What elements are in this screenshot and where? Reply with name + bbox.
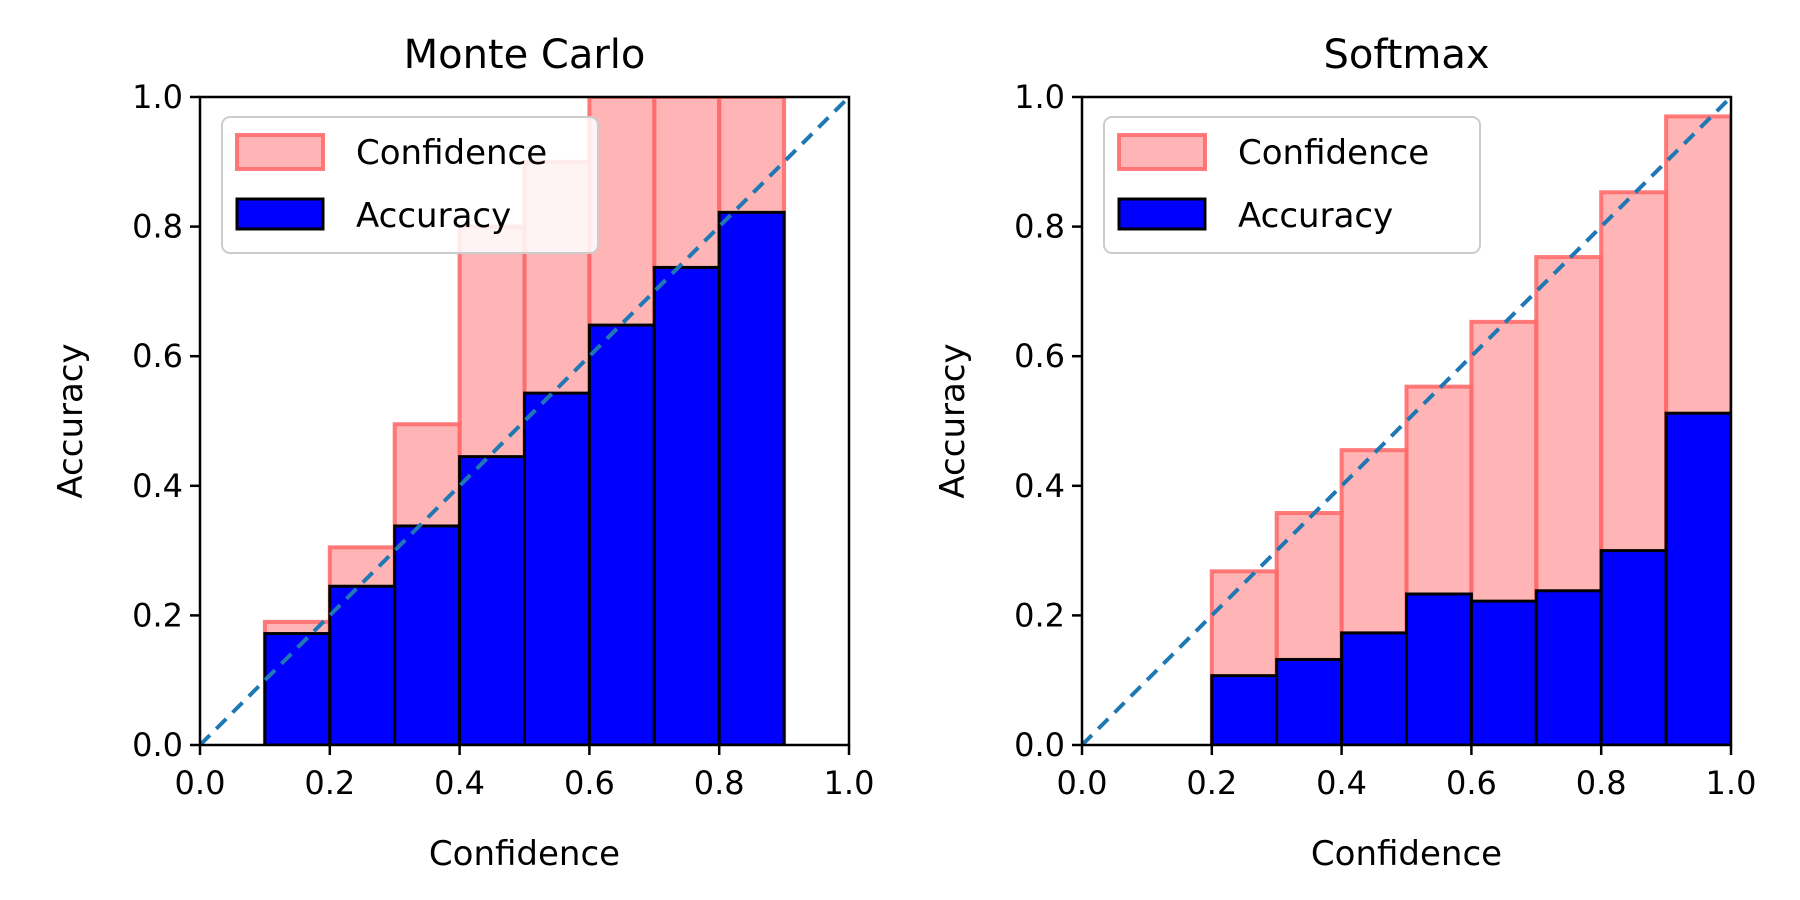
y-tick-label: 0.4	[132, 467, 183, 505]
legend-accuracy-label: Accuracy	[356, 196, 511, 236]
plot-area	[200, 97, 849, 745]
accuracy-bar	[1534, 589, 1603, 745]
accuracy-bar	[328, 584, 397, 745]
x-tick-label: 1.0	[1706, 764, 1757, 802]
y-tick-label: 1.0	[1014, 78, 1065, 116]
axes-frame	[1080, 95, 1733, 747]
x-tick-label: 0.8	[1576, 764, 1627, 802]
x-tick-label: 0.2	[1186, 764, 1237, 802]
x-tick-label: 0.2	[304, 764, 355, 802]
x-tick-label: 0.8	[694, 764, 745, 802]
y-tick-label: 0.4	[1014, 467, 1065, 505]
x-tick-label: 0.6	[564, 764, 615, 802]
y-tick-label: 0.8	[132, 208, 183, 246]
legend-confidence-swatch	[235, 133, 325, 171]
accuracy-bar	[652, 265, 721, 745]
y-tick-label: 0.6	[132, 337, 183, 375]
y-tick-label: 0.0	[1014, 726, 1065, 764]
accuracy-bar	[1599, 549, 1668, 745]
accuracy-bar	[458, 455, 527, 745]
x-tick-label: 0.0	[175, 764, 226, 802]
monte-carlo-panel: 0.0 0.2 0.4 0.6 0.8 1.0 0.0 0.2 0.4 0.6 0.8 1.0 Mont…	[51, 32, 874, 874]
y-axis-label: Accuracy	[51, 343, 91, 498]
x-axis-label: Confidence	[429, 834, 620, 874]
perfect-calibration-line	[200, 97, 849, 745]
y-tick-label: 0.8	[1014, 208, 1065, 246]
legend-confidence-label: Confidence	[1238, 133, 1429, 173]
x-axis-label: Confidence	[1311, 834, 1502, 874]
chart-title: Monte Carlo	[404, 32, 646, 78]
accuracy-bar	[717, 210, 786, 745]
accuracy-bar	[1664, 411, 1731, 745]
legend-confidence-label: Confidence	[356, 133, 547, 173]
plot-area	[1082, 97, 1731, 745]
legend-accuracy-label: Accuracy	[1238, 196, 1393, 236]
accuracy-bar	[263, 632, 332, 745]
accuracy-bar	[393, 524, 462, 745]
y-tick-label: 0.0	[132, 726, 183, 764]
accuracy-bar	[1405, 592, 1473, 745]
accuracy-bar	[1275, 657, 1344, 745]
legend-accuracy-swatch	[235, 197, 325, 231]
y-tick-label: 0.2	[132, 596, 183, 634]
accuracy-bar	[1469, 599, 1538, 745]
y-tick-label: 0.2	[1014, 596, 1065, 634]
x-tick-label: 1.0	[824, 764, 875, 802]
chart-title: Softmax	[1323, 32, 1489, 78]
legend-accuracy-swatch	[1117, 197, 1207, 231]
accuracy-bar	[1210, 674, 1279, 745]
legend-confidence-swatch	[1117, 133, 1207, 171]
y-tick-label: 1.0	[132, 78, 183, 116]
axes-frame	[198, 95, 851, 747]
y-tick-label: 0.6	[1014, 337, 1065, 375]
x-tick-label: 0.0	[1057, 764, 1108, 802]
accuracy-bar	[1340, 631, 1408, 745]
perfect-calibration-line	[1082, 97, 1731, 745]
accuracy-bar	[523, 391, 591, 745]
softmax-panel: 0.0 0.2 0.4 0.6 0.8 1.0 0.0 0.2 0.4 0.6 0.8 1.0 Soft…	[933, 32, 1756, 874]
x-tick-label: 0.4	[1316, 764, 1367, 802]
x-tick-label: 0.4	[434, 764, 485, 802]
accuracy-bar	[587, 323, 656, 745]
x-tick-label: 0.6	[1446, 764, 1497, 802]
y-axis-label: Accuracy	[933, 343, 973, 498]
